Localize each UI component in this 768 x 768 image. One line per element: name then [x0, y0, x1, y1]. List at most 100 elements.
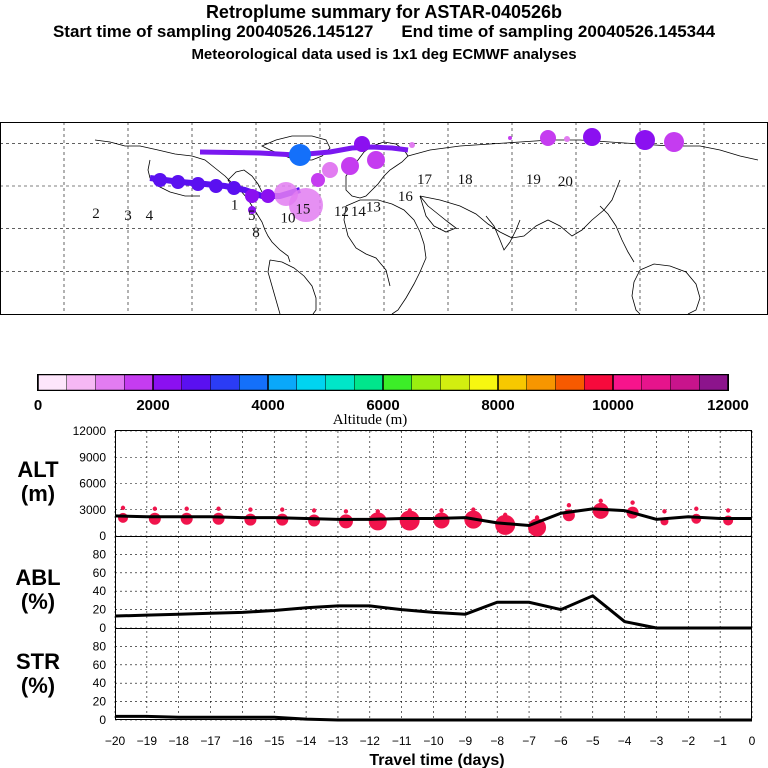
map-day-label: 8 — [252, 225, 260, 241]
y-tick-label: 6000 — [79, 477, 106, 491]
x-tick-label: −9 — [459, 734, 473, 748]
plume-point — [227, 181, 241, 195]
x-tick-label: −18 — [169, 734, 190, 748]
alt-dot-small — [503, 512, 508, 518]
x-tick-label: 0 — [749, 734, 756, 748]
colorbar-swatch — [469, 374, 499, 391]
y-tick-label: 40 — [93, 676, 107, 690]
y-tick-label: 80 — [93, 547, 107, 561]
plume-point — [153, 173, 167, 187]
x-tick-label: −4 — [618, 734, 632, 748]
plume-point — [261, 189, 275, 203]
y-tick-label: 9000 — [79, 450, 106, 464]
alt-dot — [399, 510, 420, 531]
plume-point — [248, 206, 256, 214]
sampling-times: Start time of sampling 20040526.145127 En… — [0, 22, 768, 42]
colorbar: 0 2000 4000 6000 8000 10000 12000 Altitude (m) — [34, 374, 749, 428]
str-y-ticks: 0 20 40 60 80 — [93, 639, 752, 727]
alt-dot-small — [694, 506, 699, 511]
x-tick-label: −10 — [423, 734, 444, 748]
alt-dot — [368, 512, 387, 531]
x-axis-label: Travel time (days) — [369, 752, 504, 768]
x-tick-label: −20 — [105, 734, 126, 748]
x-tick-label: −3 — [650, 734, 664, 748]
alt-series-line — [114, 507, 752, 528]
time-series-panels: ALT (m) ABL (%) STR (%) 0300060009000120… — [15, 424, 755, 768]
plume-point — [289, 144, 311, 166]
colorbar-tick-label: 12000 — [707, 397, 749, 414]
plume-point — [191, 177, 205, 191]
plume-point — [245, 189, 259, 203]
arabia-coast — [419, 195, 457, 233]
alt-dot-small — [248, 507, 253, 512]
alt-dot — [338, 514, 353, 529]
abl-y-ticks: 0 20 40 60 80 — [93, 547, 752, 635]
alt-dot — [180, 512, 193, 525]
colorbar-swatch — [584, 374, 614, 391]
abl-series-line — [114, 594, 752, 630]
alt-dot — [244, 513, 257, 526]
alt-dot-small — [471, 507, 476, 512]
chart-title: Retroplume summary for ASTAR-040526b — [205, 2, 563, 22]
x-tick-label: −16 — [232, 734, 253, 748]
plume-point — [367, 151, 385, 169]
map-day-label: 13 — [366, 200, 381, 216]
alt-dot — [148, 512, 161, 525]
alt-dot-small — [216, 506, 221, 511]
plume-point — [322, 162, 338, 178]
colorbar-swatch — [325, 374, 355, 391]
alt-dot — [276, 513, 289, 526]
x-tick-label: −5 — [586, 734, 600, 748]
x-tick-label: −17 — [200, 734, 221, 748]
y-tick-label: 80 — [93, 639, 107, 653]
map-day-label: 5 — [248, 208, 256, 224]
plume-point — [311, 173, 325, 187]
colorbar-tick-label: 8000 — [481, 397, 514, 414]
colorbar-tick-label: 4000 — [251, 397, 284, 414]
abl-panel-unit: (%) — [21, 589, 55, 614]
map-day-label: 3 — [124, 208, 132, 224]
alt-dot-small — [152, 506, 158, 511]
x-tick-label: −14 — [296, 734, 317, 748]
colorbar-swatch — [239, 374, 269, 391]
y-tick-label: 0 — [99, 529, 106, 543]
plume-point — [635, 130, 655, 150]
abl-panel-label: ABL — [15, 565, 60, 590]
map-day-label: 18 — [458, 172, 473, 188]
start-time-label: Start time of sampling 20040526.145127 — [52, 22, 374, 41]
x-tick-label: −1 — [713, 734, 727, 748]
map-day-label: 2 — [92, 206, 100, 222]
alt-dot-small — [280, 507, 285, 512]
colorbar-ticks: 0 2000 4000 6000 8000 10000 12000 — [34, 375, 749, 414]
colorbar-swatch — [382, 374, 413, 391]
alt-dot-small — [311, 508, 317, 513]
alt-dot — [118, 512, 128, 523]
plume-point — [583, 128, 601, 146]
met-data-label: Meteorological data used is 1x1 deg ECMW… — [191, 46, 577, 63]
colorbar-swatch — [37, 374, 68, 391]
plume-point — [341, 157, 359, 175]
y-tick-label: 3000 — [79, 503, 106, 517]
x-gridlines — [114, 431, 753, 720]
alt-y-ticks: 0 3000 6000 9000 12000 — [73, 424, 752, 543]
plume-point — [540, 130, 556, 146]
map-day-label: 14 — [351, 204, 367, 220]
map-day-label: 1 — [231, 197, 239, 213]
colorbar-swatch — [440, 374, 470, 391]
alt-dot-small — [343, 509, 349, 514]
x-tick-label: −6 — [554, 734, 568, 748]
map-day-label: 19 — [526, 172, 541, 188]
map-day-label: 12 — [334, 204, 349, 220]
colorbar-tick-label: 10000 — [592, 397, 634, 414]
plume-point — [209, 179, 223, 193]
india-coast — [485, 215, 521, 251]
colorbar-swatch — [267, 374, 298, 391]
colorbar-swatch — [555, 374, 585, 391]
africa-coast — [343, 199, 427, 315]
colorbar-tick-label: 6000 — [366, 397, 399, 414]
plume-point — [664, 132, 684, 152]
alt-panel-label: ALT — [17, 457, 59, 482]
alt-dot-small — [662, 509, 667, 514]
